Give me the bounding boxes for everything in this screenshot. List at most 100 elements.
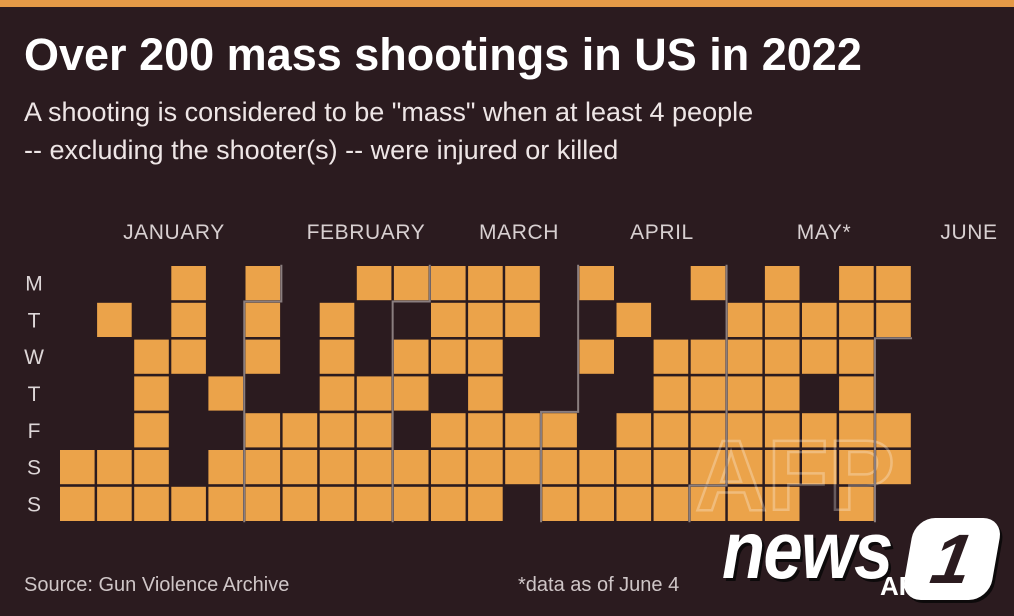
shooting-day-cell [542,413,577,448]
shooting-day-cell [690,376,726,411]
shooting-day-cell [876,450,911,485]
shooting-day-cell [727,302,763,337]
shooting-day-cell [579,266,614,301]
shooting-day-cell [839,486,874,521]
shooting-day-cell [431,413,466,448]
shooting-day-cell [505,450,540,485]
shooting-day-cell [802,450,837,485]
shooting-day-cell [802,413,837,448]
shooting-day-cell [208,450,243,485]
weekday-label-thursday: T [28,383,41,406]
shooting-day-cell [764,413,800,448]
day-cells [60,266,911,521]
shooting-day-cell [839,266,874,301]
shooting-day-cell [727,450,763,485]
shooting-day-cell [468,302,503,337]
shooting-day-cell [134,339,169,374]
shooting-day-cell [542,486,577,521]
shooting-day-cell [431,450,466,485]
shooting-day-cell [579,486,614,521]
chart-subtitle-line-2: -- excluding the shooter(s) -- were inju… [24,135,619,165]
shooting-day-cell [505,413,540,448]
shooting-day-cell [245,266,281,301]
top-accent-bar [0,0,1014,7]
month-divider-jan-feb [243,264,283,523]
month-label-may: MAY* [797,221,852,244]
shooting-day-cell [505,266,540,301]
shooting-day-cell [431,266,466,301]
source-note: Source: Gun Violence Archive [24,574,290,596]
shooting-day-cell [245,413,281,448]
shooting-day-cell [171,339,206,374]
shooting-day-cell [171,266,206,301]
shooting-day-cell [208,486,243,521]
month-divider-feb-mar [391,264,431,523]
shooting-day-cell [319,339,355,374]
shooting-day-cell [764,486,800,521]
shooting-day-cell [282,450,318,485]
shooting-day-cell [468,339,503,374]
shooting-day-cell [764,266,800,301]
shooting-day-cell [653,413,689,448]
shooting-day-cell [616,450,652,485]
shooting-day-cell [319,413,355,448]
shooting-day-cell [764,339,800,374]
shooting-day-cell [97,486,132,521]
shooting-day-cell [97,302,132,337]
shooting-day-cell [839,413,874,448]
shooting-day-cell [876,302,911,337]
shooting-day-cell [690,486,726,521]
shooting-day-cell [727,486,763,521]
shooting-day-cell [653,376,689,411]
shooting-day-cell [468,376,503,411]
shooting-day-cell [839,302,874,337]
shooting-day-cell [356,376,392,411]
shooting-day-cell [245,339,281,374]
month-dividers [243,264,913,523]
month-label-april: APRIL [630,221,694,244]
news1-numeral: 1 [925,520,979,598]
shooting-day-cell [171,486,206,521]
shooting-day-cell [542,450,577,485]
shooting-day-cell [134,486,169,521]
shooting-day-cell [653,450,689,485]
shooting-day-cell [208,376,243,411]
shooting-day-cell [690,266,726,301]
shooting-day-cell [431,486,466,521]
shooting-day-cell [839,450,874,485]
shooting-day-cell [393,266,429,301]
news1-numeral-badge: 1 [900,518,1004,600]
shooting-day-cell [319,486,355,521]
shooting-day-cell [764,450,800,485]
shooting-day-cell [393,376,429,411]
shooting-day-cell [690,450,726,485]
shooting-day-cell [876,413,911,448]
shooting-day-cell [393,450,429,485]
shooting-day-cell [653,486,689,521]
shooting-day-cell [802,339,837,374]
shooting-day-cell [431,339,466,374]
shooting-day-cell [727,376,763,411]
month-divider-may-jun [873,337,913,523]
shooting-day-cell [616,413,652,448]
month-labels: JANUARY FEBRUARY MARCH APRIL MAY* JUNE [123,221,997,244]
shooting-day-cell [356,450,392,485]
data-date-footnote: *data as of June 4 [518,574,680,596]
chart-subtitle-line-1: A shooting is considered to be "mass" wh… [24,97,754,127]
month-label-march: MARCH [479,221,559,244]
month-divider-mar-apr [540,264,580,523]
shooting-day-cell [616,302,652,337]
shooting-day-cell [356,266,392,301]
shooting-day-cell [134,413,169,448]
shooting-day-cell [319,302,355,337]
weekday-label-tuesday: T [28,309,41,332]
shooting-day-cell [393,339,429,374]
shooting-day-cell [319,450,355,485]
shooting-day-cell [282,413,318,448]
shooting-day-cell [468,413,503,448]
shooting-day-cell [690,339,726,374]
chart-title: Over 200 mass shootings in US in 2022 [24,29,862,80]
shooting-day-cell [245,450,281,485]
shooting-day-cell [690,413,726,448]
